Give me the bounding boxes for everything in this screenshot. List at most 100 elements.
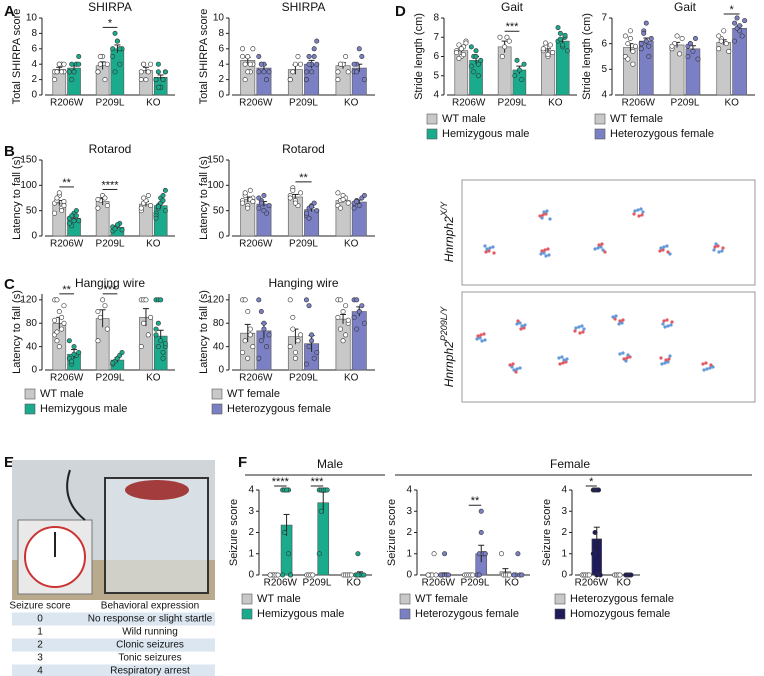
data-point [56,344,62,350]
chart-title: Hanging wire [268,276,338,290]
y-tick-label: 40 [213,341,225,352]
data-point [56,190,62,196]
data-point [309,204,315,210]
data-point [515,551,521,557]
data-point [470,572,476,578]
data-point [309,338,315,344]
cable [66,469,86,521]
legend-swatch [399,608,411,620]
data-point [298,61,304,67]
data-point [555,25,561,31]
data-point [104,326,110,332]
data-point [311,53,317,59]
data-point [247,187,253,193]
legend-label: Hemizygous male [442,128,529,140]
data-point [335,190,341,196]
data-point [456,42,462,48]
genotype-label: Hnrnph2X/Y [439,201,456,263]
data-point [311,355,317,361]
data-point [250,199,256,205]
footprint-dot [640,213,644,217]
data-point [638,46,644,52]
data-point [687,41,693,47]
group-label: Male [317,457,343,471]
seizure-table: Seizure score Behavioral expression 0 No re… [9,601,215,676]
data-point [141,320,147,326]
footprint-dot [659,246,663,250]
data-point [351,314,357,320]
data-point [310,572,316,578]
footprint-dot [661,322,665,326]
data-point [145,69,151,75]
data-point [288,572,294,578]
footprint-dot [596,246,600,250]
footprint-dot [628,355,632,359]
data-point [292,61,298,67]
legend-swatch [594,128,606,140]
data-point [303,361,309,367]
data-point [245,309,251,315]
data-point [153,332,159,338]
data-point [547,42,553,48]
data-point [355,572,361,578]
chart-title: Hanging wire [75,276,145,290]
significance-label: * [589,476,594,488]
y-axis-label: Total SHIRPA score [198,9,210,105]
data-point [674,33,680,39]
data-point [102,195,108,201]
x-tick-label: P209L [498,98,527,109]
footprint-dot [712,248,716,252]
data-point [160,192,166,198]
data-point [345,69,351,75]
data-point [256,69,262,75]
footprint-dot [621,318,625,322]
table-cell: No response or slight startle [88,614,213,625]
data-point [247,61,253,67]
data-point [309,332,315,338]
y-tick-label: 50 [26,205,38,216]
data-point [356,46,362,52]
footprint-dot [601,248,605,252]
data-point [643,20,649,26]
data-point [726,48,732,54]
x-tick-label: R206W [622,98,656,109]
data-point [71,69,77,75]
data-point [632,43,638,49]
data-point [242,338,248,344]
data-point [119,227,125,233]
data-point [316,551,322,557]
significance-label: **** [272,476,290,488]
data-point [104,203,110,209]
data-point [361,572,367,578]
y-tick-label: 7 [601,13,607,24]
data-point [258,200,264,206]
footprint-dot [542,251,546,255]
footprint-dot [542,210,546,214]
data-point [59,208,65,214]
data-point [521,61,527,67]
data-point [590,551,596,557]
data-point [617,572,623,578]
data-point [461,52,467,58]
footprint-box [461,291,756,403]
x-tick-label: KO [346,578,361,589]
data-point [245,205,251,211]
footprint-dot [621,351,625,355]
legend-swatch [24,388,36,400]
y-tick-label: 4 [31,59,37,70]
data-point [138,77,144,83]
data-point [97,53,103,59]
data-point [499,53,505,59]
y-tick-label: 6 [601,38,607,49]
data-point [117,46,123,52]
legend-swatch [554,608,566,620]
x-tick-label: P209L [96,373,125,384]
footprint-dot [541,213,545,217]
data-point [245,69,251,75]
panel-label: D [395,3,406,20]
footprint-dot [475,337,479,341]
data-point [343,332,349,338]
y-axis-label: Seizure score [228,499,240,566]
footprint-images: Hnrnph2X/Y Hnrnph2P209L/Y [439,179,756,403]
y-tick-label: 0 [31,231,37,242]
